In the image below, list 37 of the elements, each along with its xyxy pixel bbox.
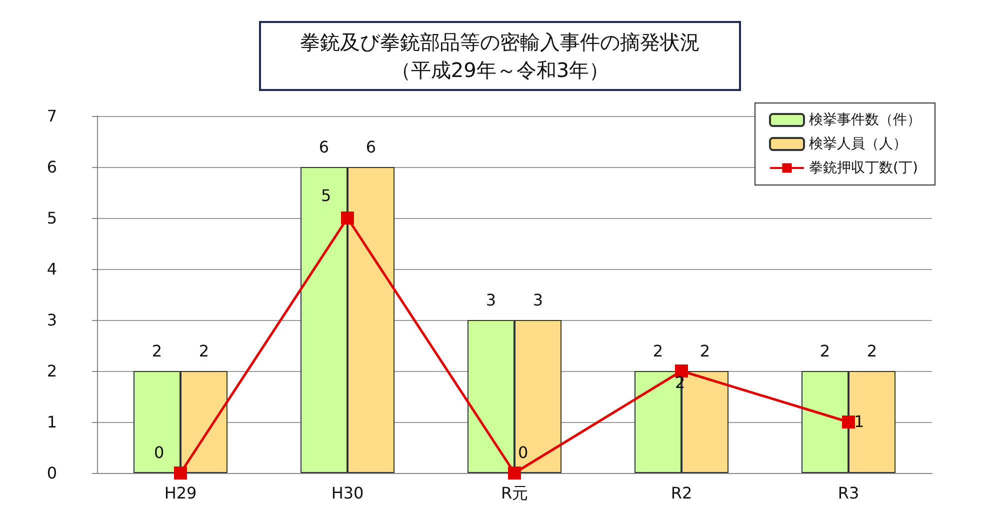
data-label: 2 (152, 342, 162, 360)
data-label: 2 (820, 342, 830, 360)
y-tick-label: 6 (46, 158, 57, 176)
data-label: 2 (700, 342, 710, 360)
point (675, 364, 688, 378)
y-tick-label: 3 (46, 310, 57, 330)
x-tick-label: H30 (331, 484, 364, 502)
y-tick-label: 5 (46, 208, 57, 228)
legend-label: 検挙人員（人） (809, 136, 907, 152)
data-label: 6 (366, 138, 376, 156)
y-tick-label: 2 (46, 362, 57, 380)
data-label: 2 (652, 342, 664, 360)
x-tick-label: R3 (838, 484, 860, 502)
data-label: 3 (486, 290, 496, 310)
legend-label: 拳銃押収丁数(丁) (809, 160, 918, 176)
data-label: 2 (866, 342, 878, 360)
data-label: 1 (854, 412, 864, 431)
data-label: 5 (321, 186, 332, 205)
point (174, 466, 187, 480)
data-label: 2 (198, 342, 210, 360)
x-tick-label: R元 (500, 484, 528, 502)
y-tick-label: 1 (46, 412, 57, 432)
data-label: 0 (518, 443, 528, 462)
point (842, 416, 855, 428)
x-tick-label: R2 (670, 484, 692, 502)
y-tick-label: 0 (46, 464, 57, 482)
point (508, 466, 521, 480)
x-tick-label: H29 (164, 484, 197, 502)
y-tick-label: 7 (46, 106, 57, 126)
data-label: 0 (154, 443, 164, 462)
chart-subtitle: （平成29年～令和3年） (390, 58, 610, 82)
y-tick-label: 4 (46, 260, 57, 278)
data-label: 6 (318, 138, 330, 156)
data-label: 3 (532, 290, 544, 310)
point (341, 212, 354, 224)
chart-title: 拳銃及び拳銃部品等の密輸入事件の摘発状況 (300, 30, 700, 54)
legend-label: 検挙事件数（件） (809, 112, 921, 128)
